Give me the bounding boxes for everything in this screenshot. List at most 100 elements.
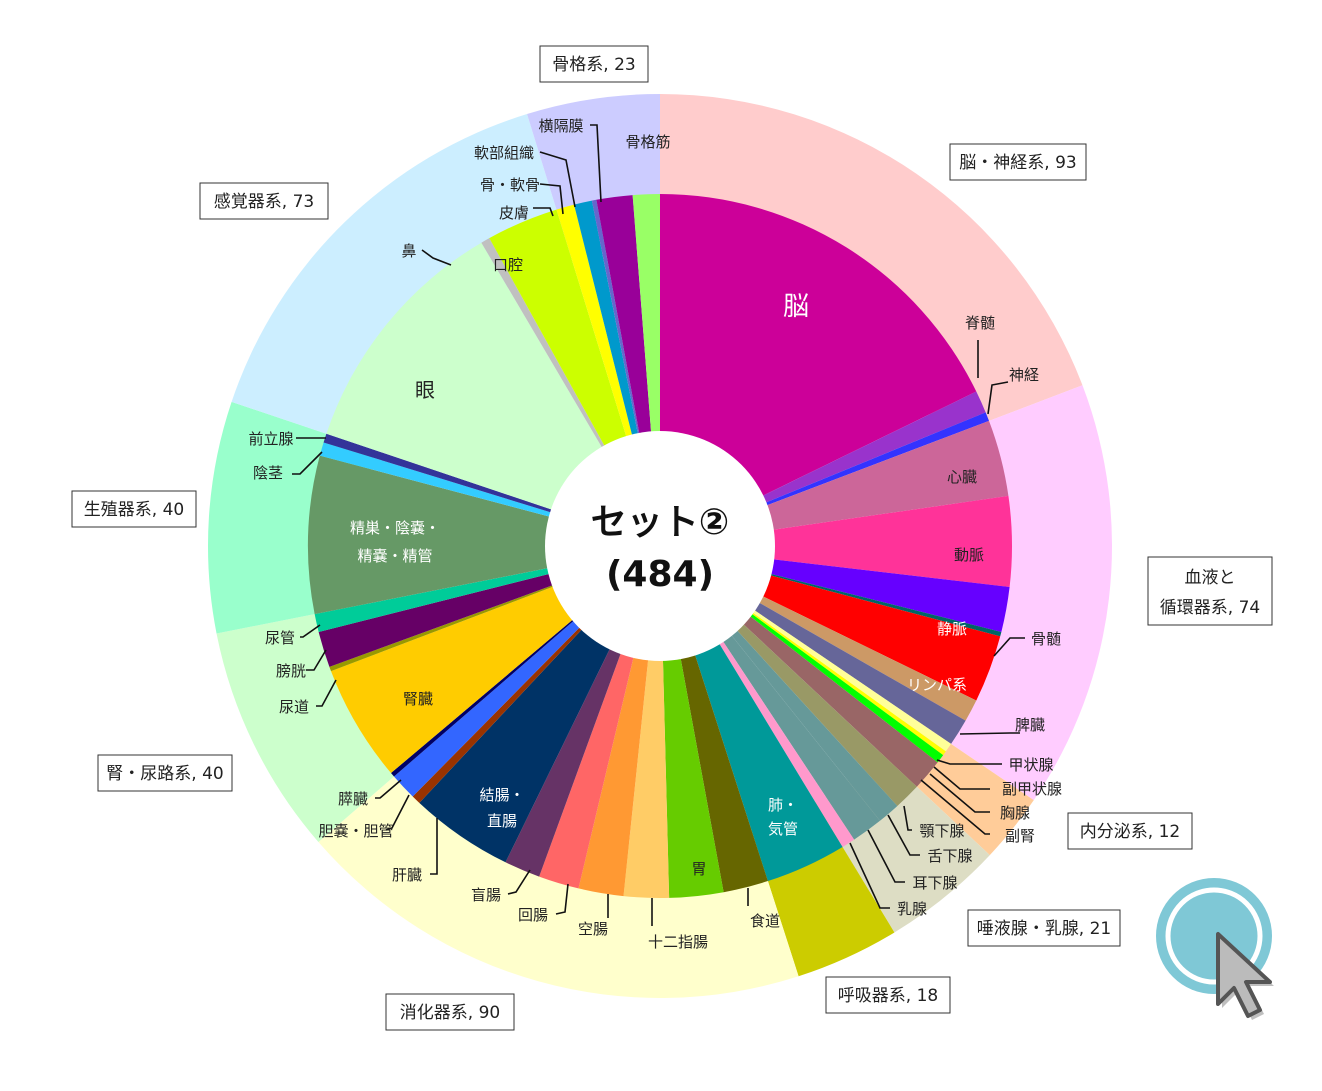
inner-wedge-5-1 [662, 654, 724, 898]
label-bone: 骨・軟骨 [480, 176, 540, 194]
label-diaphragm: 横隔膜 [538, 117, 583, 135]
inner-wedge-5-2 [623, 655, 670, 898]
label-parathyroid: 副甲状腺 [1002, 780, 1062, 798]
inner-wedge-6-3 [318, 572, 557, 667]
inner-wedge-3-2 [720, 631, 880, 840]
category-label-urinary: 腎・尿路系, 40 [106, 764, 223, 784]
label-liver: 肝臓 [392, 866, 422, 884]
inner-wedge-0-0 [660, 194, 977, 498]
label-parotid: 耳下腺 [912, 874, 957, 892]
label-sublingual: 舌下腺 [927, 847, 972, 865]
category-label-sensory: 感覚器系, 73 [214, 192, 314, 212]
inner-wedge-0-2 [761, 412, 990, 507]
category-label-neuro: 脳・神経系, 93 [959, 153, 1076, 173]
inner-wedge-3-0 [734, 621, 917, 806]
leader-lines [292, 124, 1025, 926]
inner-wedge-9-3 [596, 195, 652, 438]
label-soft-tissue: 軟部組織 [474, 144, 534, 162]
label-colon-2: 直腸 [487, 812, 517, 830]
inner-wedge-1-5 [755, 594, 977, 721]
category-label-digestive: 消化器系, 90 [400, 1003, 500, 1023]
label-oral: 口腔 [493, 256, 523, 274]
inner-wedge-8-1 [481, 238, 607, 452]
label-colon-1: 結腸・ [479, 786, 524, 804]
inner-wedge-7-1 [319, 442, 555, 518]
label-urethra: 尿道 [279, 698, 309, 716]
inner-wedge-7-2 [323, 433, 556, 514]
label-lymph: リンパ系 [907, 676, 967, 694]
center-total: (484) [606, 554, 714, 595]
label-gallbladder: 胆嚢・胆管 [318, 822, 393, 840]
label-penis: 陰茎 [253, 464, 283, 482]
label-nerve: 神経 [1009, 366, 1039, 384]
label-lung-2: 気管 [768, 820, 798, 838]
inner-wedge-3-3 [717, 637, 855, 847]
label-marrow: 骨髄 [1031, 630, 1061, 648]
inner-wedge-3-1 [728, 627, 898, 821]
inner-wedge-2-0 [749, 607, 952, 752]
label-skeletal-muscle: 骨格筋 [625, 133, 670, 151]
inner-wedge-1-3 [766, 572, 1002, 637]
label-breast: 乳腺 [897, 900, 927, 918]
label-esophagus: 食道 [750, 912, 780, 930]
inner-wedge-4-0 [693, 640, 843, 882]
center-title: セット② [591, 502, 729, 543]
inner-wedge-6-0 [391, 616, 577, 777]
label-eye: 眼 [415, 378, 435, 402]
inner-wedge-7-0 [308, 455, 554, 615]
inner-wedge-6-4 [314, 567, 554, 632]
label-jejunum: 空腸 [578, 920, 608, 938]
inner-wedge-1-4 [758, 574, 1001, 701]
inner-wedge-2-1 [748, 610, 946, 756]
label-bladder: 膀胱 [276, 662, 306, 680]
label-duodenum: 十二指腸 [648, 933, 708, 951]
label-cecum: 盲腸 [471, 886, 501, 904]
category-label-circulatory-2: 循環器系, 74 [1160, 598, 1260, 618]
label-thymus: 胸腺 [1000, 804, 1030, 822]
inner-wedge-5-5 [505, 644, 623, 877]
inner-wedge-5-4 [539, 649, 635, 889]
center-hole [545, 431, 775, 661]
label-spine: 脊髄 [965, 314, 995, 332]
label-nose: 鼻 [401, 242, 416, 260]
label-skin: 皮膚 [499, 204, 529, 222]
label-ureter: 尿管 [265, 629, 295, 647]
label-lung-1: 肺・ [768, 796, 798, 814]
inner-wedge-9-1 [574, 200, 639, 440]
inner-wedge-1-1 [768, 495, 1012, 588]
inner-wedge-8-0 [326, 242, 605, 511]
inner-wedge-9-2 [591, 199, 641, 439]
label-submandibular: 顎下腺 [919, 822, 964, 840]
inner-wedge-6-2 [329, 583, 558, 672]
inner-wedge-5-6 [419, 626, 612, 863]
label-ileum: 回腸 [518, 906, 548, 924]
label-brain: 脳 [783, 292, 809, 322]
inner-wedge-1-0 [762, 420, 1009, 531]
label-thyroid: 甲状腺 [1008, 756, 1053, 774]
inner-wedge-6-1 [330, 585, 576, 774]
category-label-reproductive: 生殖器系, 40 [84, 500, 184, 520]
category-label-respiratory: 呼吸器系, 18 [838, 986, 938, 1006]
inner-wedge-2-3 [740, 613, 938, 787]
category-label-salivary: 唾液腺・乳腺, 21 [977, 919, 1111, 939]
label-artery: 動脈 [954, 546, 984, 564]
label-spleen: 脾臓 [1015, 716, 1045, 734]
click-cursor-icon[interactable] [1152, 876, 1292, 1026]
label-pancreas: 膵臓 [338, 790, 368, 808]
category-label-circulatory-1: 血液と [1185, 568, 1236, 588]
category-label-skeletal: 骨格系, 23 [552, 55, 635, 75]
label-adrenal: 副腎 [1005, 827, 1035, 845]
inner-wedge-9-4 [632, 194, 660, 437]
inner-wedge-5-0 [679, 650, 768, 893]
label-heart: 心臓 [947, 468, 977, 486]
inner-wedge-2-2 [746, 611, 944, 763]
label-prostate: 前立腺 [248, 430, 293, 448]
inner-wedge-5-8 [393, 618, 583, 797]
label-testis-1: 精巣・陰嚢・ [350, 519, 440, 537]
label-kidney: 腎臓 [403, 690, 433, 708]
label-vein: 静脈 [937, 620, 967, 638]
inner-wedge-9-0 [556, 204, 634, 441]
label-stomach: 胃 [691, 860, 706, 878]
